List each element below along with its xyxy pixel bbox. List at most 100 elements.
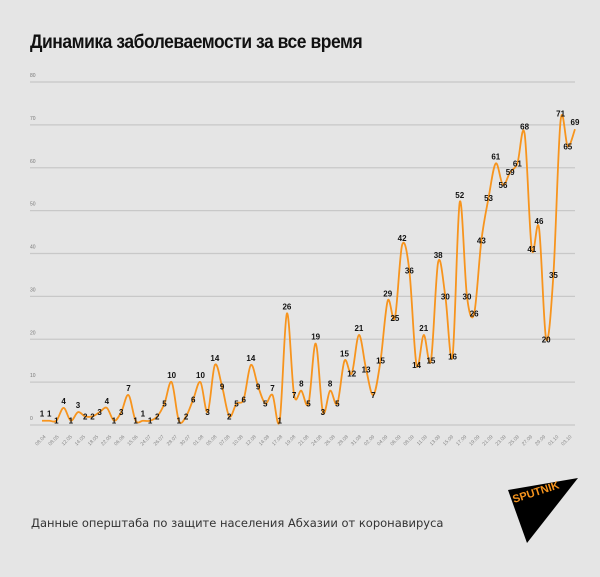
data-label: 2	[155, 412, 160, 421]
data-label: 1	[112, 417, 117, 426]
grid: 0 10 20 30 40 50 60 70 80	[30, 73, 575, 426]
data-label: 5	[263, 400, 268, 409]
data-label: 53	[484, 194, 493, 203]
data-label: 21	[354, 324, 363, 333]
x-tick-label: 26.08	[324, 434, 337, 447]
data-label: 15	[376, 357, 385, 366]
y-tick-label: 50	[30, 202, 36, 208]
data-label: 56	[499, 181, 508, 190]
data-label: 29	[383, 290, 392, 299]
x-tick-label: 19.08	[284, 434, 297, 447]
data-label: 30	[463, 292, 472, 301]
data-label: 7	[126, 384, 131, 393]
x-tick-label: 24.08	[310, 434, 323, 447]
x-axis: 08.04 08.05 12.05 14.05 18.05 22.05 06.06 15.06…	[34, 434, 573, 447]
data-label: 52	[455, 191, 464, 200]
x-tick-label: 26.07	[153, 434, 166, 447]
data-label: 35	[549, 271, 558, 280]
y-tick-label: 10	[30, 373, 36, 379]
x-tick-label: 08.09	[403, 434, 416, 447]
data-label: 9	[220, 382, 225, 391]
x-tick-label: 23.09	[495, 434, 508, 447]
x-tick-label: 01.08	[192, 434, 205, 447]
data-label: 7	[292, 391, 297, 400]
data-label: 46	[535, 217, 544, 226]
x-tick-label: 25.09	[508, 434, 521, 447]
data-label: 25	[390, 314, 399, 323]
data-label: 13	[362, 365, 371, 374]
data-label: 1	[277, 417, 282, 426]
y-tick-label: 20	[30, 330, 36, 336]
x-tick-label: 08.04	[34, 434, 47, 447]
x-tick-label: 14.08	[258, 434, 271, 447]
data-label: 1	[148, 417, 153, 426]
data-label: 61	[513, 159, 522, 168]
x-tick-label: 03.10	[560, 434, 573, 447]
data-label: 7	[371, 391, 376, 400]
data-label: 1	[40, 410, 45, 419]
x-tick-label: 15.09	[442, 434, 455, 447]
data-label: 36	[405, 267, 414, 276]
x-tick-label: 12.08	[245, 434, 258, 447]
x-tick-label: 24.07	[140, 434, 153, 447]
data-label: 2	[184, 412, 189, 421]
x-tick-label: 02.09	[363, 434, 376, 447]
data-label: 65	[563, 142, 572, 151]
data-label: 19	[311, 333, 320, 342]
y-tick-label: 0	[30, 416, 33, 422]
data-label: 4	[105, 397, 110, 406]
x-tick-label: 31.08	[350, 434, 363, 447]
data-label: 8	[299, 380, 304, 389]
x-tick-label: 05.08	[205, 434, 218, 447]
data-label: 3	[97, 408, 102, 417]
x-tick-label: 27.09	[521, 434, 534, 447]
data-label: 4	[61, 397, 66, 406]
data-label: 2	[90, 412, 95, 421]
data-label: 12	[347, 370, 356, 379]
y-tick-label: 70	[30, 116, 36, 122]
x-tick-label: 30.07	[179, 434, 192, 447]
data-label: 5	[306, 400, 311, 409]
data-label: 68	[520, 122, 529, 131]
data-label: 10	[196, 371, 205, 380]
data-label: 20	[542, 335, 551, 344]
x-tick-label: 13.09	[429, 434, 442, 447]
data-label: 6	[241, 395, 246, 404]
data-label: 7	[270, 384, 275, 393]
sputnik-logo: SPUTNIK	[508, 478, 578, 543]
data-label: 8	[328, 380, 333, 389]
data-label: 2	[227, 412, 232, 421]
data-label: 38	[434, 251, 443, 260]
data-label: 59	[506, 168, 515, 177]
data-label: 15	[340, 350, 349, 359]
data-label: 6	[191, 395, 196, 404]
data-label: 14	[246, 354, 255, 363]
x-tick-label: 07.08	[218, 434, 231, 447]
data-label: 26	[282, 303, 291, 312]
x-tick-label: 06.06	[113, 434, 126, 447]
x-tick-label: 18.05	[87, 434, 100, 447]
y-tick-label: 40	[30, 245, 36, 251]
data-label: 10	[167, 371, 176, 380]
data-label: 14	[210, 354, 219, 363]
data-label: 1	[177, 417, 182, 426]
data-label: 5	[234, 400, 239, 409]
x-tick-label: 04.09	[376, 434, 389, 447]
data-label: 42	[398, 234, 407, 243]
data-label: 5	[335, 400, 340, 409]
x-tick-label: 06.09	[389, 434, 402, 447]
x-tick-label: 14.05	[74, 434, 87, 447]
data-label: 1	[47, 410, 52, 419]
data-label: 26	[470, 310, 479, 319]
data-label: 5	[162, 400, 167, 409]
x-tick-label: 08.05	[47, 434, 60, 447]
y-tick-label: 30	[30, 287, 36, 293]
x-tick-label: 29.09	[534, 434, 547, 447]
x-tick-label: 12.05	[61, 434, 74, 447]
x-tick-label: 21.08	[297, 434, 310, 447]
x-tick-label: 22.05	[100, 434, 113, 447]
x-tick-label: 21.09	[481, 434, 494, 447]
x-tick-label: 28.08	[337, 434, 350, 447]
